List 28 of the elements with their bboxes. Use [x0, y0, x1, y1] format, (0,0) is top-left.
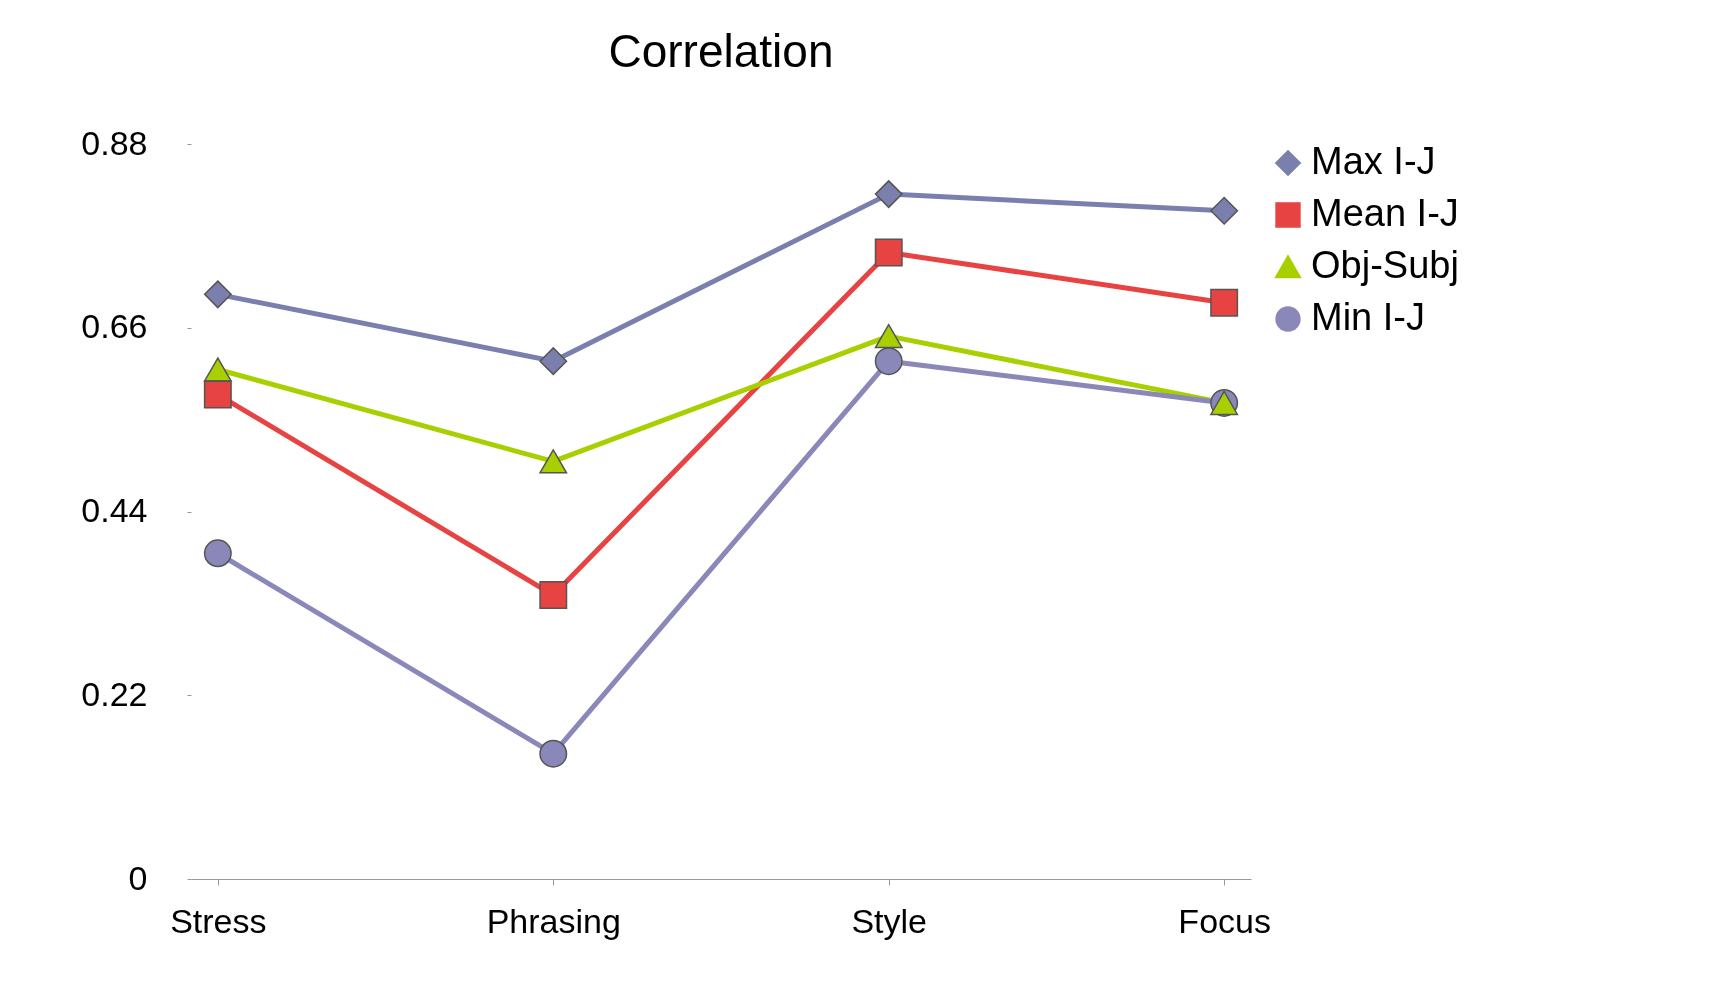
point [874, 323, 903, 349]
point [539, 581, 568, 609]
legend-label: Mean I-J [1311, 192, 1459, 234]
y-tick-label: 0.22 [81, 674, 148, 713]
y-tick-label: 0.88 [81, 123, 148, 162]
x-tick-label: Focus [1178, 901, 1271, 940]
point [203, 280, 232, 309]
point [874, 347, 903, 376]
x-tick-label: Phrasing [486, 901, 621, 940]
legend-label: Max I-J [1311, 140, 1436, 182]
point [539, 449, 568, 474]
point [539, 739, 568, 768]
point [874, 180, 903, 209]
point [874, 238, 903, 267]
point [203, 357, 232, 382]
point [203, 539, 232, 568]
point [203, 380, 232, 409]
x-tick-label: Style [851, 901, 928, 940]
chart-title: Correlation [608, 25, 834, 77]
legend-label: Obj-Subj [1311, 244, 1459, 286]
y-tick-label: 0.44 [81, 491, 148, 529]
y-tick-label: 0 [128, 858, 148, 897]
legend-label: Min I-J [1311, 296, 1425, 338]
point [539, 347, 568, 376]
point [1210, 288, 1239, 317]
point [1210, 196, 1239, 225]
y-tick-label: 0.66 [81, 307, 148, 346]
x-tick-label: Stress [170, 901, 267, 940]
